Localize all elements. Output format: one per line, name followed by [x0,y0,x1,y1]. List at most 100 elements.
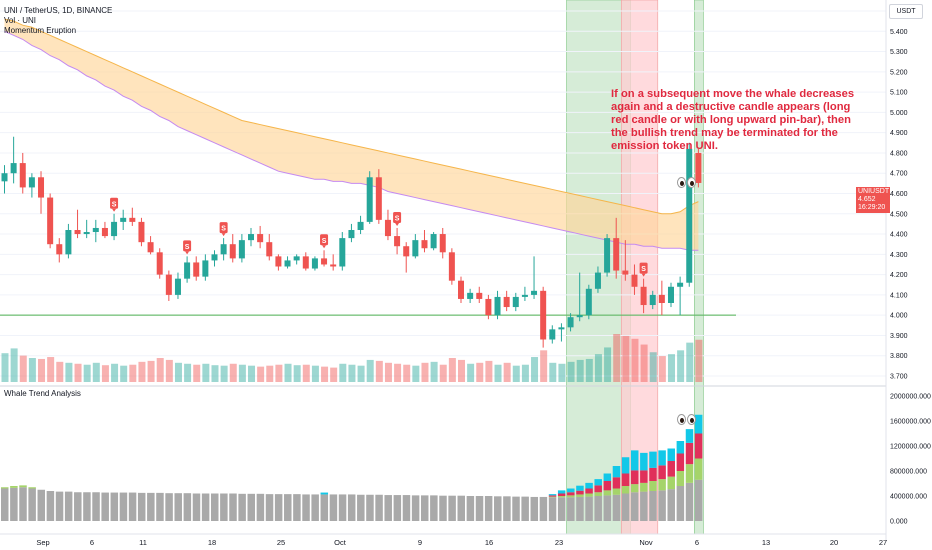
candle-body [348,230,355,239]
whale-bar-cyan [685,429,694,443]
candle-body [138,221,145,243]
whale-bar-gray [201,493,210,521]
volume-bar [202,363,210,382]
candle-body [184,262,191,279]
whale-bar-gray [165,493,173,521]
whale-bar-cyan [320,492,329,495]
candle-body [56,244,63,255]
price-tick-label: 4.300 [890,252,908,259]
volume-bar [238,364,246,382]
whale-bar-gray [137,492,146,521]
time-tick-label: 16 [485,538,493,547]
volume-bar [129,364,137,382]
whale-bar-green [567,495,575,498]
volume-bar [512,365,520,382]
candle-body [248,234,255,241]
candle-body [193,262,200,277]
indicator-legend[interactable]: Momentum Eruption [4,26,76,36]
whale-bar-gray [128,492,137,521]
volume-bar [558,363,566,382]
whale-bar-red [548,495,557,497]
whale-title: Whale Trend Analysis [4,389,81,398]
sell-signal-label: S [641,266,646,273]
time-tick-label: Nov [639,538,653,547]
sell-signals: S S S S S S [110,197,648,277]
whale-bar-cyan [567,488,575,493]
whale-bar-green [594,492,602,496]
symbol-legend[interactable]: UNI / TetherUS, 1D, BINANCE [4,6,112,16]
volume-legend[interactable]: Vol · UNI [4,16,36,26]
time-axis[interactable]: Sep 6 11 18 25 Oct 9 16 23 Nov 6 13 20 27 [36,538,887,547]
sell-signal-label: S [221,226,226,233]
time-tick-label: 27 [879,538,887,547]
candle-body [257,234,264,243]
price-label-value: 4.652 [858,196,876,203]
price-tick-label: 4.600 [890,191,908,198]
whale-bar-gray [247,493,256,521]
time-tick-label: 13 [762,538,770,547]
whale-bar-green [1,487,9,489]
whale-bar-cyan [630,450,639,471]
volume-bar [339,363,347,382]
whale-bar-gray [621,493,630,521]
candle-body [284,260,291,267]
volume-bar [38,358,46,382]
currency-button[interactable]: USDT [889,4,923,19]
whale-bar-green [630,484,639,493]
whale-bar-gray [411,495,420,521]
whale-bar-cyan [548,494,557,496]
time-tick-label: 6 [90,538,94,547]
whale-bar-gray [284,494,292,521]
candle-body [503,296,510,308]
whale-bar-cyan [667,448,675,461]
volume-bar [640,344,648,382]
volume-bar [19,355,27,382]
volume-bar [193,364,201,382]
time-tick-label: 23 [555,538,563,547]
whale-bar-red [557,493,566,496]
candle-body [101,227,108,237]
candle-body [549,329,556,340]
candle-body [695,152,702,183]
price-tick-label: 4.900 [890,130,908,137]
whale-bar-gray [110,492,119,521]
candle-body [448,252,455,281]
whale-bar-gray [101,492,109,521]
whale-bar-gray [357,494,365,521]
volume-bar [321,366,329,382]
whale-legend[interactable]: Whale Trend Analysis [4,389,81,399]
whale-bar-green [676,471,685,486]
volume-bar [28,358,36,382]
volume-bar [101,365,109,382]
whale-bar-gray [329,494,338,521]
volume-bar [467,363,475,382]
volume-bar [695,339,703,382]
band-fill [4,19,699,251]
whale-bar-red [612,477,621,489]
whale-bar-gray [64,491,73,521]
candle-body [667,286,674,303]
candle-body [485,298,492,316]
whale-axis[interactable]: 2000000.000 1600000.000 1200000.000 800000.… [890,394,931,526]
whale-bar-gray [457,495,465,521]
whale-bar-red [621,473,630,486]
whale-bar-gray [320,494,329,521]
sell-signal-label: S [112,201,117,208]
whale-bar-gray [1,488,9,521]
price-label-symbol: UNIUSDT [858,188,890,195]
whale-bar-gray [475,496,484,521]
whale-bar-cyan [603,473,612,481]
volume-bar [184,363,192,382]
candle-body [311,258,318,269]
price-tick-label: 3.700 [890,374,908,381]
volume-bar [10,348,18,382]
volume-bar [622,335,630,382]
sell-signal-marker [639,262,648,274]
whale-bar-gray [338,494,347,521]
whale-bar-gray [19,487,27,521]
candle-body [174,278,181,295]
candle-body [129,217,136,222]
annotation-text[interactable]: If on a subsequent move the whale decrea… [611,88,855,152]
candle-body [275,256,282,267]
sell-signal-marker [320,234,329,246]
